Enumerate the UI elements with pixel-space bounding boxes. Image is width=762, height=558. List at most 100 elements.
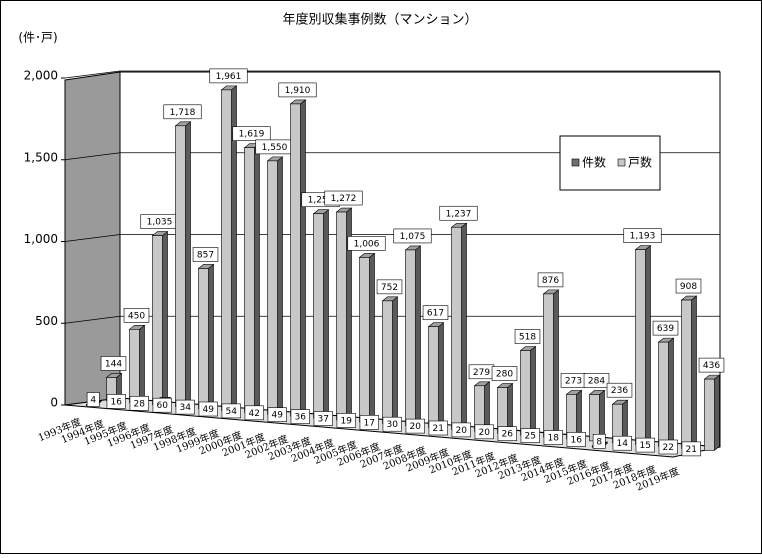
bar	[588, 389, 606, 442]
value-label: 16	[111, 397, 123, 407]
value-label: 17	[364, 418, 375, 428]
bar-side	[415, 245, 421, 427]
bar-front	[129, 329, 140, 404]
value-label-box	[592, 433, 606, 449]
value-label: 284	[588, 376, 605, 386]
bar-front	[267, 160, 278, 415]
bar-front	[336, 211, 347, 421]
grid-line	[64, 234, 121, 242]
bar	[312, 209, 330, 419]
value-label-box	[152, 397, 172, 413]
bar-front	[313, 213, 324, 419]
value-label-box	[232, 126, 271, 141]
bar	[243, 143, 261, 414]
left-wall	[64, 71, 121, 406]
bar	[634, 245, 652, 446]
grid-line	[64, 315, 121, 324]
value-label: 54	[226, 407, 238, 417]
bar-side	[300, 99, 306, 417]
value-label-box	[439, 205, 478, 221]
bar	[151, 230, 169, 406]
bar-front	[405, 249, 416, 426]
bar-front	[520, 350, 531, 436]
bar	[542, 289, 560, 438]
value-label: 30	[387, 420, 399, 430]
value-label-box	[382, 416, 402, 432]
value-label: 639	[657, 324, 674, 334]
y-tick-label: 0	[50, 396, 58, 410]
value-label: 42	[249, 409, 260, 419]
value-label: 144	[105, 359, 122, 369]
value-label: 15	[640, 441, 651, 451]
value-label-box	[675, 278, 702, 294]
value-label: 1,961	[216, 72, 242, 82]
bar	[496, 382, 514, 434]
bar	[289, 99, 307, 417]
bar	[450, 222, 468, 431]
legend-swatch	[571, 158, 580, 167]
value-label-box	[566, 432, 586, 447]
grid-line	[64, 70, 121, 79]
value-label-box	[623, 228, 662, 243]
value-label: 617	[427, 309, 444, 319]
bar-side	[553, 289, 559, 438]
value-label-box	[606, 382, 633, 398]
bar	[519, 345, 537, 436]
bar-side	[323, 209, 329, 419]
y-axis-label: (件･戸)	[18, 31, 57, 45]
value-label: 36	[295, 413, 307, 423]
value-label-box	[681, 441, 701, 457]
value-label-box	[347, 236, 386, 251]
value-label-box	[313, 411, 333, 426]
value-label: 37	[318, 415, 329, 425]
value-label: 49	[203, 405, 215, 415]
value-label-box	[267, 407, 287, 423]
value-label: 20	[479, 428, 491, 438]
bar	[266, 156, 284, 415]
chart-title: 年度別収集事例数（マンション）	[282, 12, 477, 28]
value-label: 1,619	[239, 130, 265, 140]
value-label-box	[405, 418, 425, 434]
value-label: 1,006	[354, 239, 380, 249]
value-label: 20	[410, 422, 422, 432]
value-label-box	[278, 82, 317, 98]
value-label: 280	[496, 370, 513, 380]
y-tick-label: 1,500	[24, 150, 58, 164]
bar-front	[244, 147, 255, 413]
value-label: 8	[596, 437, 602, 447]
value-label: 752	[381, 283, 398, 293]
value-label-box	[100, 356, 127, 371]
value-label: 16	[571, 435, 583, 445]
value-label-box	[428, 420, 448, 436]
bar	[335, 207, 353, 421]
value-label: 19	[341, 416, 353, 426]
bar	[358, 252, 376, 423]
value-label-box	[652, 320, 679, 336]
bar	[680, 295, 698, 450]
bar-front	[359, 257, 370, 423]
value-label: 518	[519, 333, 536, 343]
value-label-box	[123, 308, 150, 323]
bar-front	[290, 103, 301, 417]
value-label: 1,075	[400, 232, 426, 242]
value-label: 20	[456, 426, 468, 436]
bar-front	[428, 326, 439, 428]
bar	[473, 381, 491, 433]
value-label-box	[698, 357, 725, 373]
value-label: 25	[525, 432, 536, 442]
value-label: 876	[542, 276, 559, 286]
value-label: 1,550	[262, 143, 288, 153]
bar-side	[139, 324, 145, 404]
bar-front	[681, 299, 692, 449]
legend-label: 戸数	[628, 155, 652, 170]
value-label: 14	[617, 439, 629, 449]
bar-front	[175, 125, 186, 408]
value-label-box	[537, 272, 564, 288]
bar-side	[185, 121, 191, 408]
bar-side	[208, 263, 214, 410]
legend-label: 件数	[582, 155, 606, 170]
value-label: 21	[686, 445, 697, 455]
value-label: 49	[272, 411, 284, 421]
bar	[197, 263, 215, 410]
